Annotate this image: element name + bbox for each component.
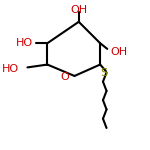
Text: OH: OH: [110, 47, 127, 57]
Text: HO: HO: [2, 64, 19, 74]
Text: HO: HO: [16, 38, 33, 48]
Text: O: O: [60, 72, 69, 82]
Text: OH: OH: [70, 5, 87, 15]
Text: S: S: [100, 68, 107, 78]
